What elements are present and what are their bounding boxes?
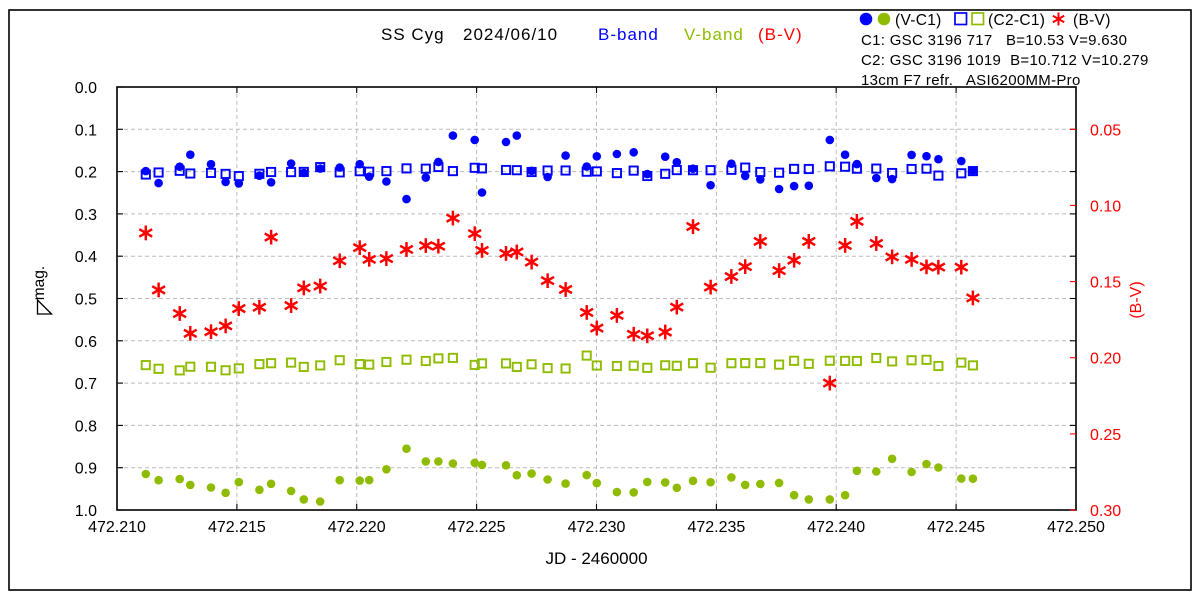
svg-text:472.245: 472.245 — [927, 519, 985, 536]
svg-text:C1: GSC 3196 717 B=10.53 V=9: C1: GSC 3196 717 B=10.53 V=9.630 — [861, 32, 1127, 49]
svg-text:0.7: 0.7 — [75, 376, 97, 393]
svg-text:0.8: 0.8 — [75, 418, 97, 435]
svg-text:1.0: 1.0 — [75, 503, 97, 520]
svg-text:472.250: 472.250 — [1047, 519, 1105, 536]
svg-text:0.5: 0.5 — [75, 292, 97, 309]
svg-text:0.30: 0.30 — [1090, 503, 1121, 520]
svg-text:0.3: 0.3 — [75, 207, 97, 224]
svg-text:472.240: 472.240 — [807, 519, 865, 536]
svg-text:472.215: 472.215 — [208, 519, 266, 536]
svg-text:472.225: 472.225 — [448, 519, 506, 536]
svg-text:(B-V): (B-V) — [1128, 281, 1145, 318]
svg-text:(V-C1): (V-C1) — [895, 12, 942, 29]
svg-text:0.1: 0.1 — [75, 122, 97, 139]
svg-text:2024/06/10: 2024/06/10 — [463, 25, 558, 44]
svg-text:0.25: 0.25 — [1090, 427, 1121, 444]
svg-text:0.20: 0.20 — [1090, 351, 1121, 368]
svg-text:0.10: 0.10 — [1090, 198, 1121, 215]
svg-text:0.6: 0.6 — [75, 334, 97, 351]
svg-text:(B-V): (B-V) — [758, 25, 803, 44]
svg-text:0.15: 0.15 — [1090, 275, 1121, 292]
svg-text:(B-V): (B-V) — [1073, 12, 1111, 29]
svg-text:13cm F7 refr. ASI6200MM-Pro: 13cm F7 refr. ASI6200MM-Pro — [861, 72, 1081, 89]
svg-text:B-band: B-band — [598, 25, 659, 44]
svg-text:0.2: 0.2 — [75, 165, 97, 182]
svg-text:472.235: 472.235 — [687, 519, 745, 536]
svg-text:472.210: 472.210 — [88, 519, 146, 536]
svg-text:SS Cyg: SS Cyg — [381, 25, 445, 44]
svg-text:472.230: 472.230 — [568, 519, 626, 536]
svg-text:0.9: 0.9 — [75, 461, 97, 478]
svg-text:C2: GSC 3196 1019 B=10.712 V=: C2: GSC 3196 1019 B=10.712 V=10.279 — [861, 52, 1149, 69]
svg-text:472.220: 472.220 — [328, 519, 386, 536]
svg-text:0.4: 0.4 — [75, 249, 97, 266]
svg-text:JD - 2460000: JD - 2460000 — [545, 549, 647, 568]
svg-text:mag.: mag. — [31, 266, 48, 300]
svg-text:0.0: 0.0 — [75, 80, 97, 97]
svg-text:0.05: 0.05 — [1090, 122, 1121, 139]
svg-text:V-band: V-band — [684, 25, 744, 44]
svg-text:(C2-C1): (C2-C1) — [988, 12, 1045, 29]
